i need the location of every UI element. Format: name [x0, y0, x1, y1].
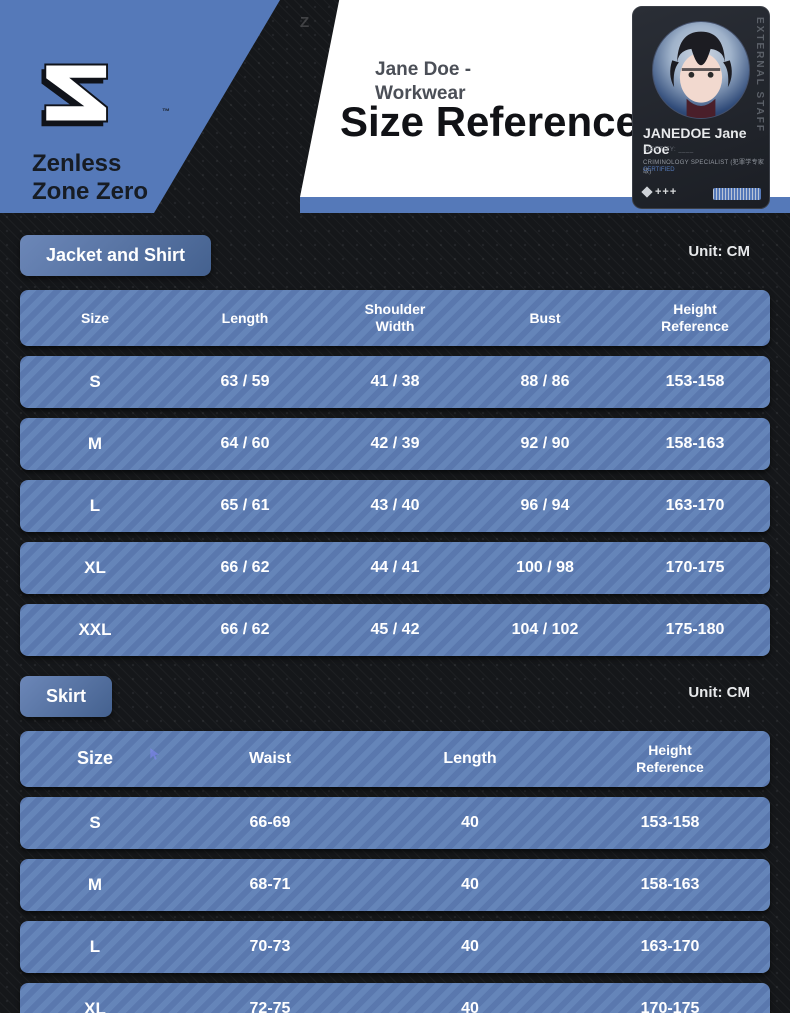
skirt-row-m: M 68-71 40 158-163 — [20, 859, 770, 911]
skirt-row-l: L 70-73 40 163-170 — [20, 921, 770, 973]
zzz-logo-icon — [32, 55, 127, 150]
skirt-section: Skirt Unit: CM Size Waist Length Height … — [20, 676, 770, 1013]
rank-diamond-icon — [641, 186, 652, 197]
jacket-shirt-row-xl: XL 66 / 62 44 / 41 100 / 98 170-175 — [20, 542, 770, 594]
skirt-row-xl: XL 72-75 40 170-175 — [20, 983, 770, 1013]
jacket-and-shirt-tab[interactable]: Jacket and Shirt — [20, 235, 211, 276]
character-portrait-icon — [653, 22, 749, 118]
size-reference-page: Z E N L E S S Z ™ Zenless Zone Zero Jane… — [0, 0, 790, 1013]
staff-id-card: EXTERNAL STAFF JANEDOE J — [632, 6, 782, 209]
trademark-symbol: ™ — [162, 107, 170, 116]
jacket-shirt-row-xxl: XXL 66 / 62 45 / 42 104 / 102 175-180 — [20, 604, 770, 656]
jacket-shirt-row-m: M 64 / 60 42 / 39 92 / 90 158-163 — [20, 418, 770, 470]
brand-name-label: Zenless Zone Zero — [32, 150, 148, 205]
size-table-content: Jacket and Shirt Unit: CM Size Length Sh… — [0, 213, 790, 1013]
brand-logo: ™ — [32, 55, 142, 150]
skirt-header-row: Size Waist Length Height Reference — [20, 731, 770, 787]
id-card-certified-line: CERTIFIED — [643, 167, 675, 173]
skirt-tab[interactable]: Skirt — [20, 676, 112, 717]
barcode-icon — [713, 188, 761, 200]
jacket-shirt-section: Jacket and Shirt Unit: CM Size Length Sh… — [20, 235, 770, 656]
jacket-shirt-header-row: Size Length Shoulder Width Bust Height R… — [20, 290, 770, 346]
id-card-rank-indicator: +++ — [643, 186, 677, 198]
jacket-shirt-row-s: S 63 / 59 41 / 38 88 / 86 153-158 — [20, 356, 770, 408]
brand-panel: ™ Zenless Zone Zero — [0, 0, 280, 213]
jacket-unit-label: Unit: CM — [688, 243, 750, 260]
skirt-unit-label: Unit: CM — [688, 684, 750, 701]
page-header: Z E N L E S S Z ™ Zenless Zone Zero Jane… — [0, 0, 790, 213]
cursor-icon — [148, 745, 162, 763]
jacket-shirt-row-l: L 65 / 61 43 / 40 96 / 94 163-170 — [20, 480, 770, 532]
page-title: Size Reference — [340, 98, 639, 146]
jacket-shirt-table: Size Length Shoulder Width Bust Height R… — [20, 290, 770, 656]
avatar — [652, 21, 750, 119]
id-card-identity-line: IDENTITY: ____ — [643, 147, 694, 153]
skirt-row-s: S 66-69 40 153-158 — [20, 797, 770, 849]
skirt-table: Size Waist Length Height Reference S 66-… — [20, 731, 770, 1013]
id-card-body: EXTERNAL STAFF JANEDOE J — [632, 6, 770, 209]
